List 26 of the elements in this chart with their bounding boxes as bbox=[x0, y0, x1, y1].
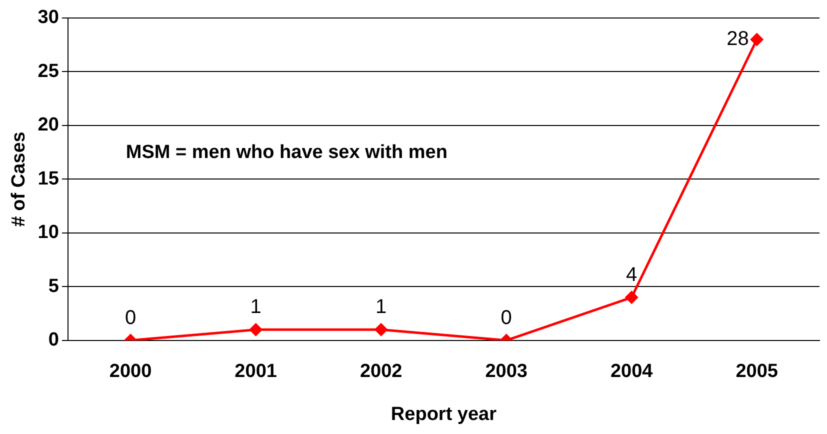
y-tick-label: 30 bbox=[38, 7, 59, 28]
y-tick-label: 5 bbox=[48, 276, 60, 297]
x-tick-label: 2000 bbox=[109, 361, 152, 382]
point bbox=[250, 323, 262, 336]
x-tick-label: 2002 bbox=[360, 361, 402, 382]
annotation: MSM = men who have sex with men bbox=[126, 142, 448, 164]
y-tick-label: 20 bbox=[38, 114, 59, 136]
x-tick-label: 2003 bbox=[485, 361, 528, 382]
data-label: 0 bbox=[125, 306, 136, 329]
y-tick-label: 0 bbox=[48, 330, 59, 351]
point bbox=[750, 33, 764, 46]
data-label: 4 bbox=[626, 264, 638, 286]
x-axis-title: Report year bbox=[390, 404, 498, 425]
data-label: 28 bbox=[726, 28, 749, 50]
x-tick-label: 2005 bbox=[736, 361, 778, 382]
x-tick-label: 2001 bbox=[234, 361, 278, 382]
x-tick-label: 2004 bbox=[610, 361, 654, 382]
y-tick-label: 15 bbox=[38, 168, 60, 190]
point bbox=[625, 291, 638, 304]
data-label: 0 bbox=[500, 306, 512, 329]
y-tick-label: 10 bbox=[38, 222, 59, 244]
data-label: 1 bbox=[250, 296, 262, 318]
data-label: 1 bbox=[376, 296, 387, 318]
y-axis-title: # of Cases bbox=[8, 132, 30, 227]
point bbox=[374, 323, 388, 336]
y-tick-label: 25 bbox=[38, 60, 60, 82]
